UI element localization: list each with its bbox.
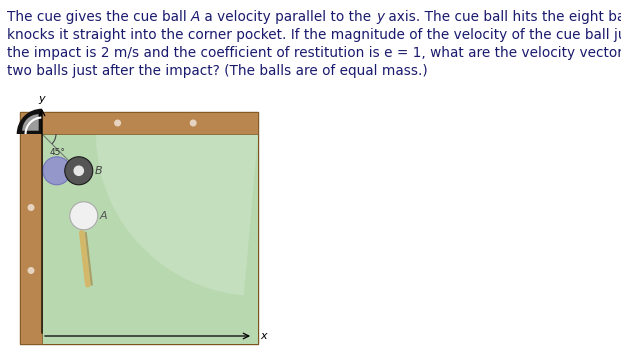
Circle shape	[70, 202, 97, 230]
Circle shape	[114, 119, 121, 126]
Text: B: B	[95, 166, 102, 176]
Wedge shape	[96, 120, 258, 296]
Circle shape	[27, 204, 35, 211]
Wedge shape	[17, 109, 42, 134]
Bar	[20, 112, 42, 344]
Circle shape	[43, 157, 71, 185]
Text: A: A	[100, 211, 107, 221]
Text: y: y	[376, 10, 384, 24]
Text: The cue gives the cue ball: The cue gives the cue ball	[7, 10, 191, 24]
Text: y: y	[39, 94, 45, 104]
Text: a velocity parallel to the: a velocity parallel to the	[201, 10, 376, 24]
Bar	[20, 112, 258, 344]
Circle shape	[65, 157, 93, 185]
Wedge shape	[22, 114, 39, 131]
Circle shape	[189, 119, 197, 126]
Text: A: A	[191, 10, 201, 24]
Text: two balls just after the impact? (The balls are of equal mass.): two balls just after the impact? (The ba…	[7, 64, 428, 78]
Bar	[20, 112, 258, 134]
Bar	[42, 134, 258, 344]
Text: x: x	[260, 331, 266, 341]
Text: knocks it straight into the corner pocket. If the magnitude of the velocity of t: knocks it straight into the corner pocke…	[7, 28, 621, 42]
Text: axis. The cue ball hits the eight ball: axis. The cue ball hits the eight ball	[384, 10, 621, 24]
Text: 45°: 45°	[50, 148, 66, 157]
Circle shape	[73, 165, 84, 176]
Circle shape	[27, 267, 35, 274]
Text: the impact is 2 m/s and the coefficient of restitution is e = 1, what are the ve: the impact is 2 m/s and the coefficient …	[7, 46, 621, 60]
